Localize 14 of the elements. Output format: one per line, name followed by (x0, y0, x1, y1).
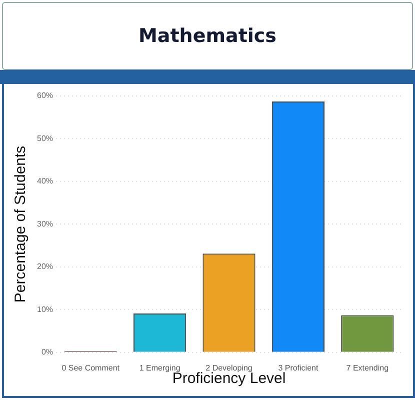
y-tick-label: 60% (36, 91, 54, 100)
y-tick-label: 20% (36, 262, 54, 272)
x-tick-label: 7 Extending (346, 363, 389, 372)
x-tick-label: 0 See Comment (62, 363, 120, 372)
y-tick-label: 40% (36, 176, 54, 186)
x-tick-label: 3 Proficient (278, 363, 319, 372)
y-tick-label: 50% (36, 134, 54, 143)
y-tick-label: 10% (36, 304, 54, 314)
y-tick-label: 0% (41, 348, 54, 357)
x-tick-label: 2 Developing (206, 363, 252, 372)
y-axis-title: Percentage of Students (12, 146, 30, 303)
x-tick-label: 1 Emerging (139, 363, 180, 372)
y-tick-label: 30% (36, 219, 54, 228)
chart-title: Mathematics (2, 2, 413, 70)
